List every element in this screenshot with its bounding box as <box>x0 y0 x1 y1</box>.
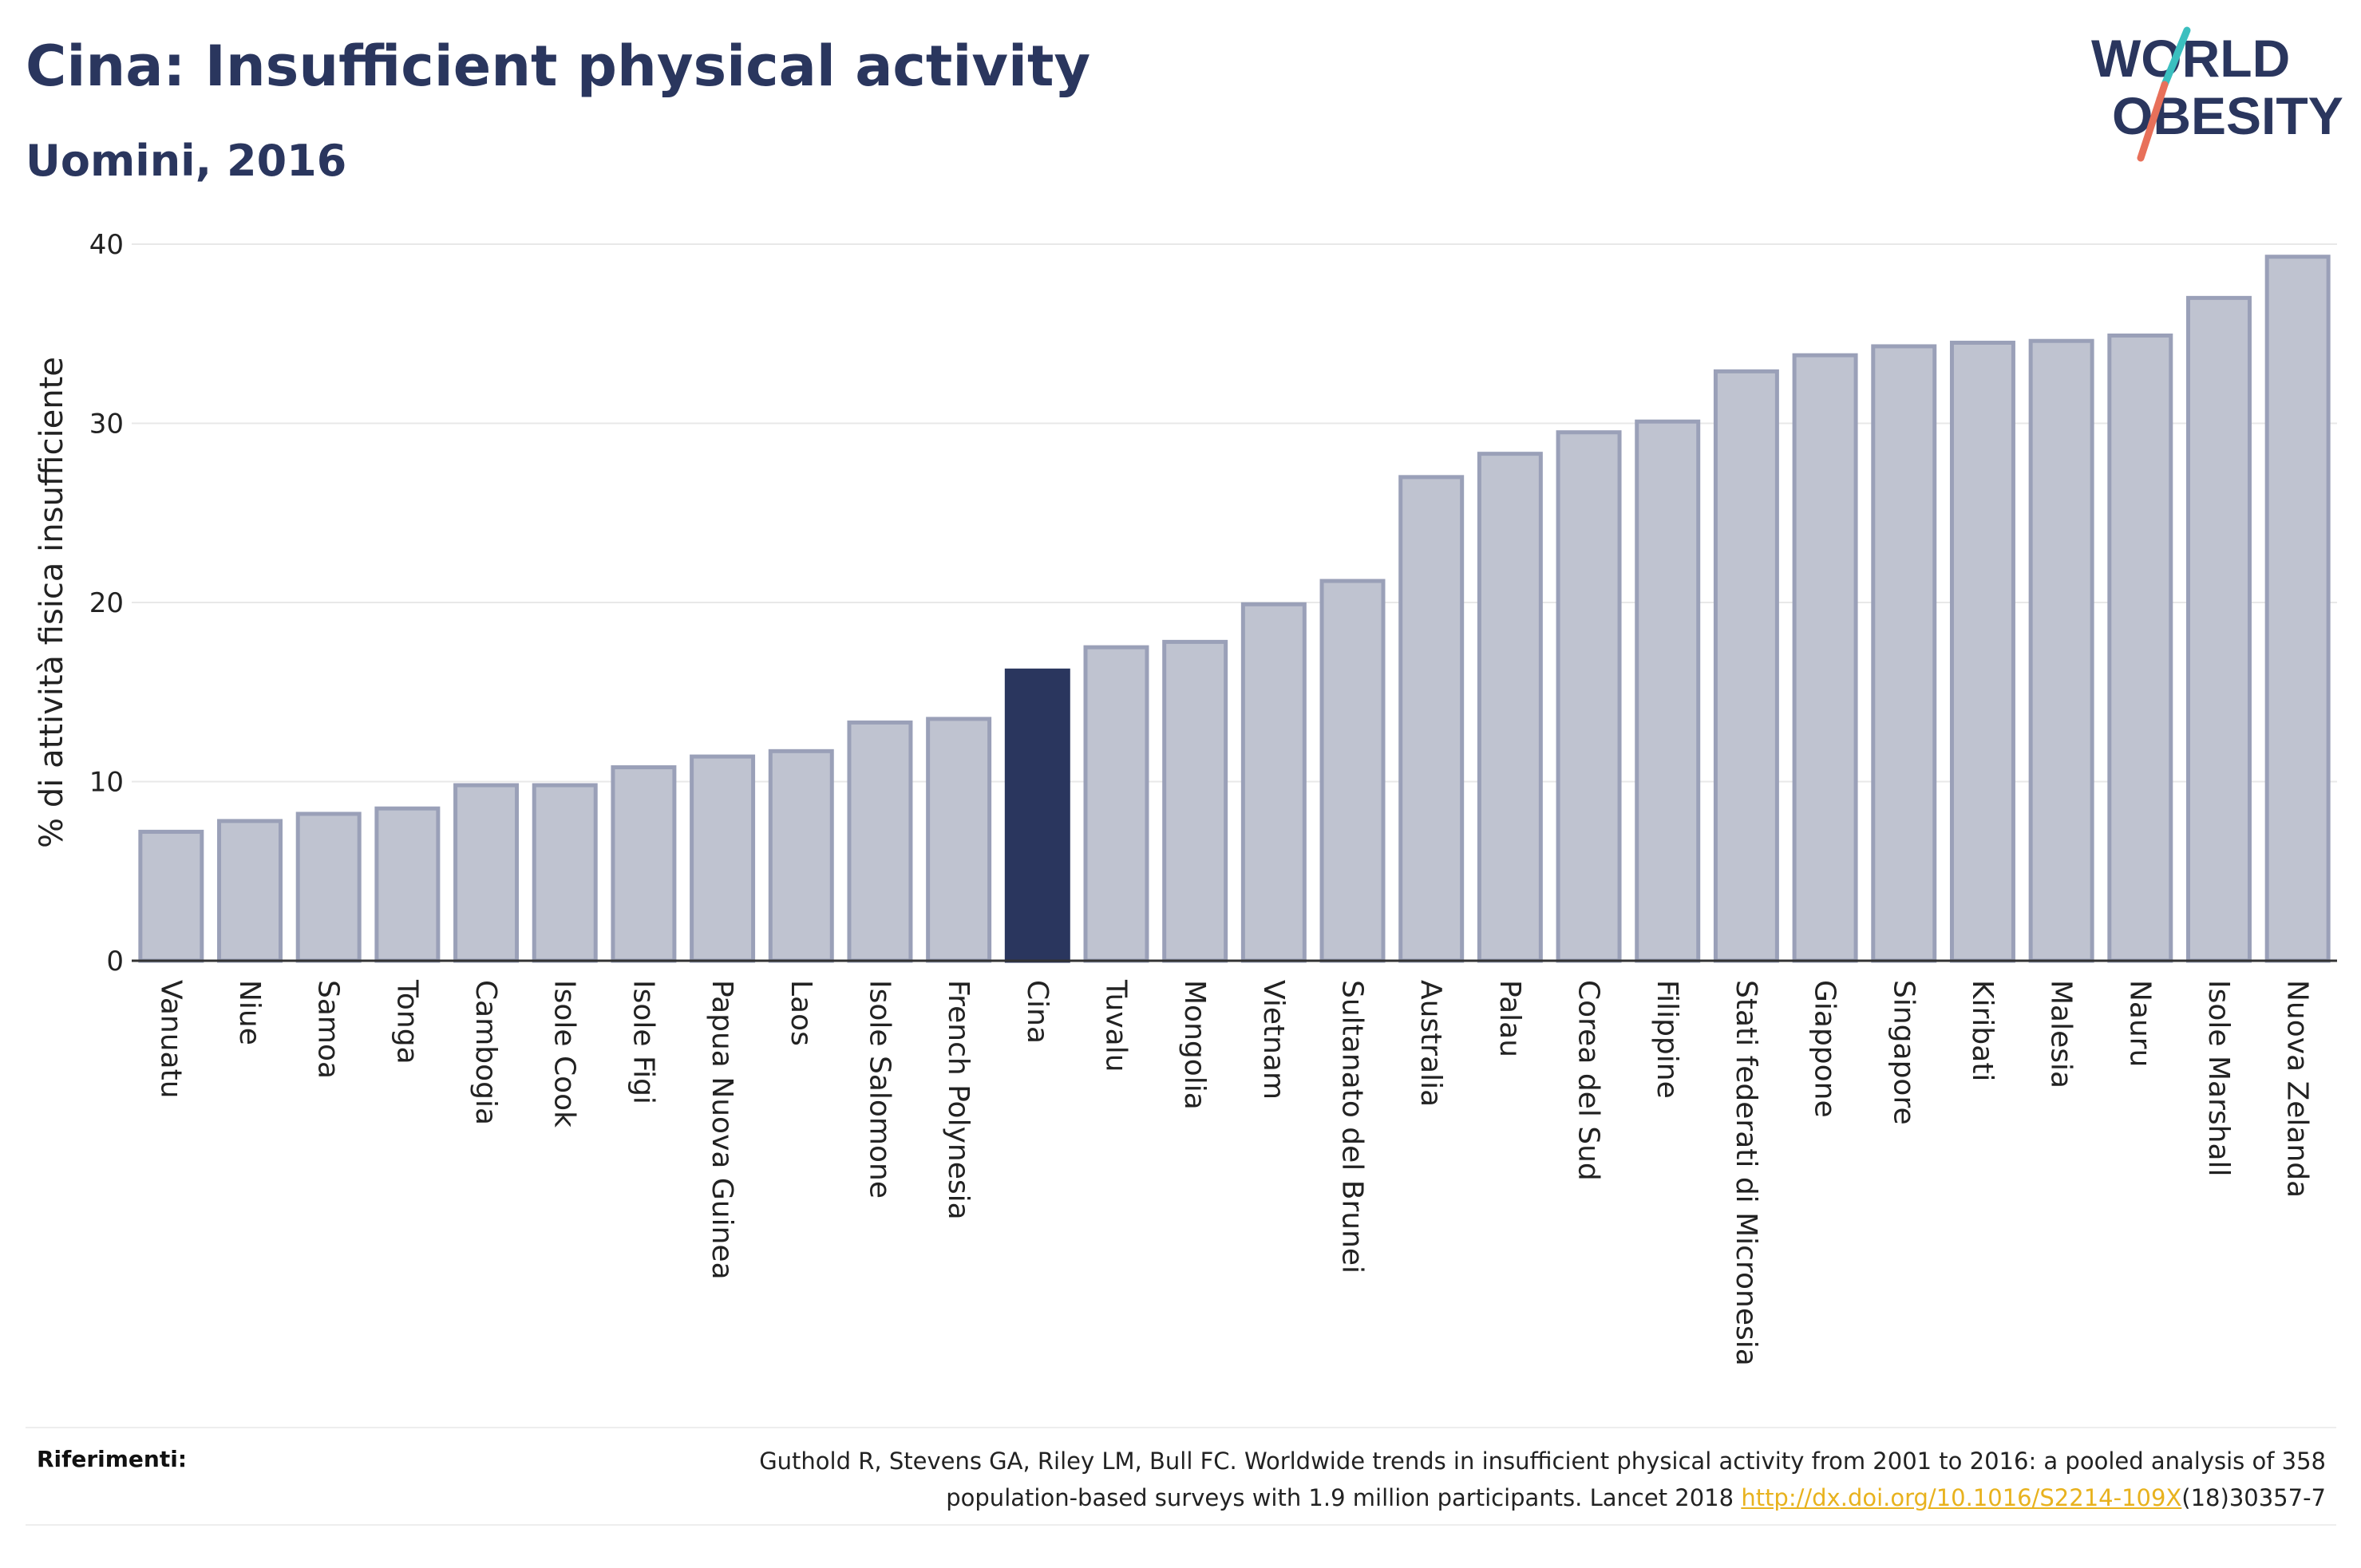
x-axis-labels: Vanuatu Niue Samoa Tonga Cambogia Isole Cook I… <box>154 979 2313 1366</box>
bar <box>1319 579 1386 963</box>
y-axis-title: % di attività fisica insufficiente <box>34 357 70 848</box>
x-tick-label: Filippine <box>1651 980 1683 1099</box>
references-label: Riferimenti: <box>37 1446 188 1472</box>
bar <box>217 819 283 963</box>
bar <box>1477 452 1543 963</box>
y-tick-label: 30 <box>89 409 124 440</box>
bar <box>768 748 834 963</box>
bar <box>690 754 756 963</box>
x-tick-label: Cambogia <box>469 980 502 1125</box>
page-subtitle: Uomini, 2016 <box>26 136 347 186</box>
y-tick-label: 0 <box>106 946 124 978</box>
top-divider <box>26 1427 2336 1428</box>
x-tick-label: Papua Nuova Guinea <box>706 980 738 1280</box>
bar-highlight <box>1004 668 1070 963</box>
bar <box>1792 353 1858 963</box>
x-tick-label: Tonga <box>390 979 423 1064</box>
x-tick-label: Isole Cook <box>548 980 581 1128</box>
x-tick-label: Cina <box>1021 980 1054 1044</box>
x-tick-label: Sultanato del Brunei <box>1336 980 1369 1274</box>
bottom-divider <box>26 1524 2336 1526</box>
x-tick-label: Singapore <box>1887 980 1920 1125</box>
reference-line-2-start: population-based surveys with 1.9 millio… <box>946 1484 1742 1511</box>
x-tick-label: Kiribati <box>1966 980 1999 1081</box>
x-tick-label: Nuova Zelanda <box>2281 980 2314 1198</box>
x-tick-label: Vietnam <box>1257 980 1290 1100</box>
x-tick-label: Isole Salomone <box>863 980 896 1199</box>
x-tick-label: Vanuatu <box>154 980 187 1099</box>
x-tick-label: Samoa <box>312 980 345 1079</box>
references-text: Guthold R, Stevens GA, Riley LM, Bull FC… <box>490 1443 2326 1516</box>
x-tick-label: Isole Marshall <box>2202 980 2235 1177</box>
bar <box>1240 602 1307 963</box>
bar <box>295 812 362 963</box>
bar <box>2185 295 2252 963</box>
x-tick-label: Laos <box>785 980 817 1046</box>
bars <box>138 255 2331 963</box>
bar <box>1635 419 1701 963</box>
x-tick-label: French Polynesia <box>942 980 975 1220</box>
bar <box>1556 430 1622 963</box>
x-tick-label: Tuvalu <box>1099 979 1132 1072</box>
x-tick-label: Giappone <box>1809 980 1841 1118</box>
bar <box>1713 369 1779 963</box>
bar <box>611 765 677 963</box>
bar <box>1949 340 2015 963</box>
x-tick-label: Mongolia <box>1178 980 1211 1110</box>
bar <box>2107 333 2173 963</box>
bar <box>1162 639 1228 963</box>
bar <box>138 829 204 963</box>
y-tick-label: 40 <box>89 229 124 261</box>
x-tick-label: Corea del Sud <box>1572 980 1605 1181</box>
bar <box>2264 255 2331 963</box>
x-tick-label: Isole Figi <box>627 980 659 1104</box>
reference-line-1: Guthold R, Stevens GA, Riley LM, Bull FC… <box>759 1448 2326 1475</box>
bar <box>847 720 913 963</box>
y-tick-label: 20 <box>89 587 124 619</box>
bar <box>453 783 520 963</box>
bar <box>2028 338 2094 963</box>
x-tick-label: Stati federati di Micronesia <box>1730 980 1762 1366</box>
x-tick-label: Niue <box>233 980 266 1045</box>
x-tick-label: Australia <box>1414 980 1447 1107</box>
bar <box>532 783 598 963</box>
reference-line-2-end: (18)30357-7 <box>2181 1484 2326 1511</box>
bar-chart: 0 10 20 30 40 Vanuatu Niue Samoa Tonga Cambogia I… <box>34 229 2337 1366</box>
bar <box>1398 475 1465 963</box>
x-tick-label: Palau <box>1493 980 1526 1057</box>
page-title: Cina: Insufficient physical activity <box>26 34 1091 99</box>
bar <box>374 806 441 963</box>
bar <box>926 717 992 963</box>
bar <box>1083 645 1149 963</box>
world-obesity-logo: WORLD OBESITY <box>2091 26 2343 162</box>
x-tick-label: Malesia <box>2045 980 2078 1088</box>
y-tick-label: 10 <box>89 767 124 799</box>
y-axis-ticks: 0 10 20 30 40 <box>89 229 124 978</box>
doi-link[interactable]: http://dx.doi.org/10.1016/S2214-109X <box>1741 1484 2182 1511</box>
bar <box>1871 344 1937 963</box>
x-tick-label: Nauru <box>2123 980 2156 1067</box>
svg-text:WORLD: WORLD <box>2091 29 2290 88</box>
